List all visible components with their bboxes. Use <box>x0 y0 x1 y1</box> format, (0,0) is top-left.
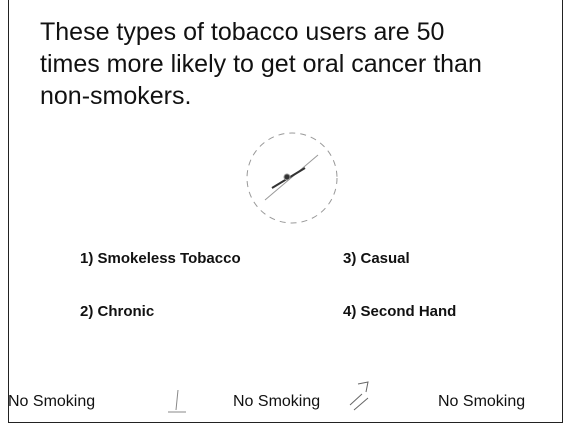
illustrations <box>0 0 571 426</box>
answer-option[interactable]: 1) Smokeless Tobacco <box>80 250 241 267</box>
footer-icon <box>350 382 368 410</box>
slide: These types of tobacco users are 50 time… <box>0 0 571 426</box>
footer-label: No Smoking <box>233 393 320 411</box>
no-smoking-icon <box>247 133 337 223</box>
footer-icon <box>168 390 186 412</box>
answer-option[interactable]: 3) Casual <box>343 250 410 267</box>
answer-option[interactable]: 4) Second Hand <box>343 303 456 320</box>
footer-label: No Smoking <box>8 393 95 411</box>
footer-label: No Smoking <box>438 393 525 411</box>
answer-option[interactable]: 2) Chronic <box>80 303 154 320</box>
